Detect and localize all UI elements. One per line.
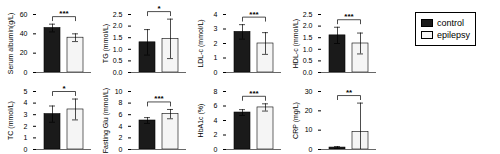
svg-text:2.0: 2.0 [303, 22, 313, 29]
svg-text:0: 0 [309, 146, 313, 153]
svg-text:0: 0 [24, 69, 28, 76]
svg-text:2.5: 2.5 [303, 11, 313, 18]
svg-text:0.0: 0.0 [303, 69, 313, 76]
svg-text:0: 0 [24, 146, 28, 153]
svg-text:0: 0 [214, 69, 218, 76]
svg-text:1: 1 [24, 134, 28, 141]
svg-text:40: 40 [20, 30, 28, 37]
svg-text:***: *** [344, 12, 354, 21]
svg-text:0: 0 [119, 146, 123, 153]
svg-text:3: 3 [214, 25, 218, 32]
svg-text:1.5: 1.5 [303, 34, 313, 41]
svg-text:2: 2 [24, 123, 28, 130]
svg-text:0: 0 [214, 146, 218, 153]
svg-text:6: 6 [119, 111, 123, 118]
svg-text:6: 6 [214, 102, 218, 109]
svg-text:30: 30 [305, 88, 313, 95]
svg-text:*: * [157, 4, 161, 13]
svg-text:***: *** [154, 94, 164, 103]
svg-text:2.5: 2.5 [113, 11, 123, 18]
svg-text:***: *** [249, 10, 259, 19]
html-text:epilepsy: epilepsy [437, 30, 470, 40]
svg-text:***: *** [59, 9, 69, 18]
svg-text:5: 5 [24, 88, 28, 95]
svg-text:4: 4 [119, 123, 123, 130]
svg-text:***: *** [249, 89, 259, 98]
svg-text:10: 10 [305, 126, 313, 133]
svg-text:20: 20 [20, 49, 28, 56]
svg-text:Serum albumin(g/L): Serum albumin(g/L) [7, 13, 15, 74]
svg-text:20: 20 [305, 107, 313, 114]
svg-text:4: 4 [214, 117, 218, 124]
svg-text:HDL-c (mmol/L): HDL-c (mmol/L) [292, 19, 300, 68]
html-text:control: control [437, 18, 464, 28]
svg-text:Fasting Glu (mmol/L): Fasting Glu (mmol/L) [102, 88, 110, 153]
svg-text:1.5: 1.5 [113, 34, 123, 41]
svg-text:0.0: 0.0 [113, 69, 123, 76]
svg-text:3: 3 [24, 111, 28, 118]
svg-text:8: 8 [119, 99, 123, 106]
svg-text:4: 4 [214, 11, 218, 18]
svg-text:2: 2 [119, 134, 123, 141]
svg-text:CRP (mg/L): CRP (mg/L) [292, 102, 300, 139]
svg-text:*: * [62, 84, 66, 93]
svg-text:0.5: 0.5 [303, 57, 313, 64]
svg-text:4: 4 [24, 99, 28, 106]
svg-text:1: 1 [214, 54, 218, 61]
svg-text:2: 2 [214, 131, 218, 138]
svg-text:10: 10 [115, 88, 123, 95]
svg-text:TC (mmol/L): TC (mmol/L) [7, 101, 15, 140]
svg-text:TG (mmol/L): TG (mmol/L) [102, 24, 110, 63]
svg-text:2.0: 2.0 [113, 22, 123, 29]
svg-text:1.0: 1.0 [113, 46, 123, 53]
svg-text:8: 8 [214, 88, 218, 95]
svg-text:HbA1c (%): HbA1c (%) [197, 104, 205, 138]
svg-text:2: 2 [214, 40, 218, 47]
svg-text:1.0: 1.0 [303, 46, 313, 53]
svg-text:60: 60 [20, 11, 28, 18]
svg-text:0.5: 0.5 [113, 57, 123, 64]
svg-text:LDL-c (mmol/L): LDL-c (mmol/L) [197, 19, 205, 67]
svg-text:**: ** [346, 88, 353, 97]
